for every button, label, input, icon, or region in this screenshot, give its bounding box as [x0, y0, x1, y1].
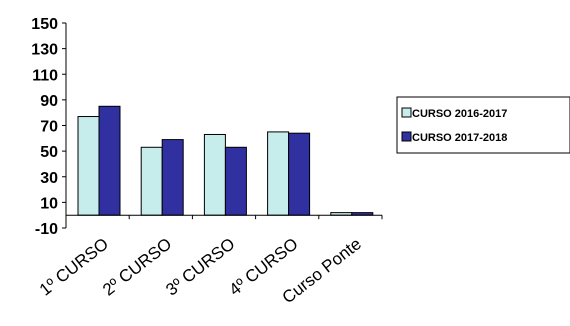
y-tick-label: 110 [32, 67, 58, 84]
x-category-label: 3º CURSO [162, 234, 238, 299]
x-category-label: 1º CURSO [36, 234, 112, 299]
legend-label-2017-2018: CURSO 2017-2018 [412, 132, 507, 144]
y-tick-label: -10 [35, 221, 58, 238]
y-axis: 150 130 110 90 70 50 30 10 -10 [31, 16, 67, 238]
y-tick-label: 10 [40, 195, 58, 212]
y-tick-label: 130 [31, 42, 58, 59]
bar-2017-2018-2 [224, 146, 247, 216]
bar-2016-2017-1 [140, 146, 163, 216]
y-tick-label: 50 [40, 144, 58, 161]
bar-2016-2017-2 [203, 133, 226, 216]
legend-label-2016-2017: CURSO 2016-2017 [412, 108, 507, 120]
y-tick-label: 150 [31, 16, 58, 33]
bar-2017-2018-1 [161, 139, 184, 216]
bar-2016-2017-3 [267, 131, 290, 216]
legend: CURSO 2016-2017 CURSO 2017-2018 [396, 96, 570, 154]
bar-2017-2018-0 [98, 105, 121, 216]
bar-2016-2017-0 [77, 116, 100, 216]
y-tick-label: 30 [40, 170, 58, 187]
y-tick-label: 70 [40, 119, 58, 136]
y-tick-label: 90 [40, 93, 58, 110]
legend-box [396, 96, 570, 154]
bars [77, 105, 374, 216]
legend-swatch-2017-2018 [401, 131, 412, 142]
x-category-label: 2º CURSO [99, 234, 175, 299]
bar-2017-2018-3 [288, 132, 311, 216]
legend-swatch-2016-2017 [401, 107, 412, 118]
